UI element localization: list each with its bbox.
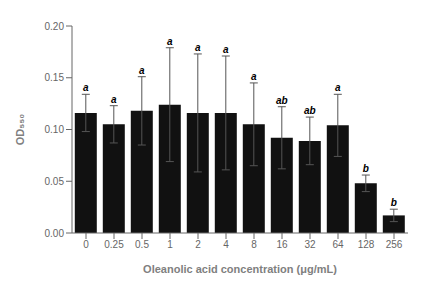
svg-text:a: a: [223, 44, 229, 55]
svg-text:128: 128: [358, 239, 375, 250]
svg-text:a: a: [195, 42, 201, 53]
svg-text:a: a: [335, 82, 341, 93]
svg-text:OD₅₅₀: OD₅₅₀: [14, 114, 26, 146]
svg-text:256: 256: [386, 239, 403, 250]
svg-text:a: a: [251, 71, 257, 82]
svg-text:64: 64: [332, 239, 344, 250]
svg-text:a: a: [167, 36, 173, 47]
svg-text:ab: ab: [276, 95, 288, 106]
svg-text:b: b: [391, 197, 397, 208]
svg-text:0.20: 0.20: [45, 21, 65, 32]
svg-text:a: a: [111, 94, 117, 105]
svg-text:2: 2: [195, 239, 201, 250]
svg-text:0: 0: [83, 239, 89, 250]
svg-text:a: a: [139, 65, 145, 76]
svg-text:16: 16: [276, 239, 288, 250]
svg-text:0.00: 0.00: [45, 228, 65, 239]
svg-text:ab: ab: [304, 105, 316, 116]
svg-text:b: b: [363, 163, 369, 174]
svg-text:0.15: 0.15: [45, 72, 65, 83]
svg-text:0.5: 0.5: [135, 239, 149, 250]
svg-text:0.25: 0.25: [104, 239, 124, 250]
svg-text:8: 8: [251, 239, 257, 250]
svg-text:4: 4: [223, 239, 229, 250]
svg-text:0.10: 0.10: [45, 124, 65, 135]
svg-text:1: 1: [167, 239, 173, 250]
svg-text:32: 32: [304, 239, 316, 250]
svg-text:a: a: [83, 82, 89, 93]
svg-text:0.05: 0.05: [45, 176, 65, 187]
svg-text:Oleanolic acid concentration (: Oleanolic acid concentration (μg/mL): [143, 263, 337, 275]
